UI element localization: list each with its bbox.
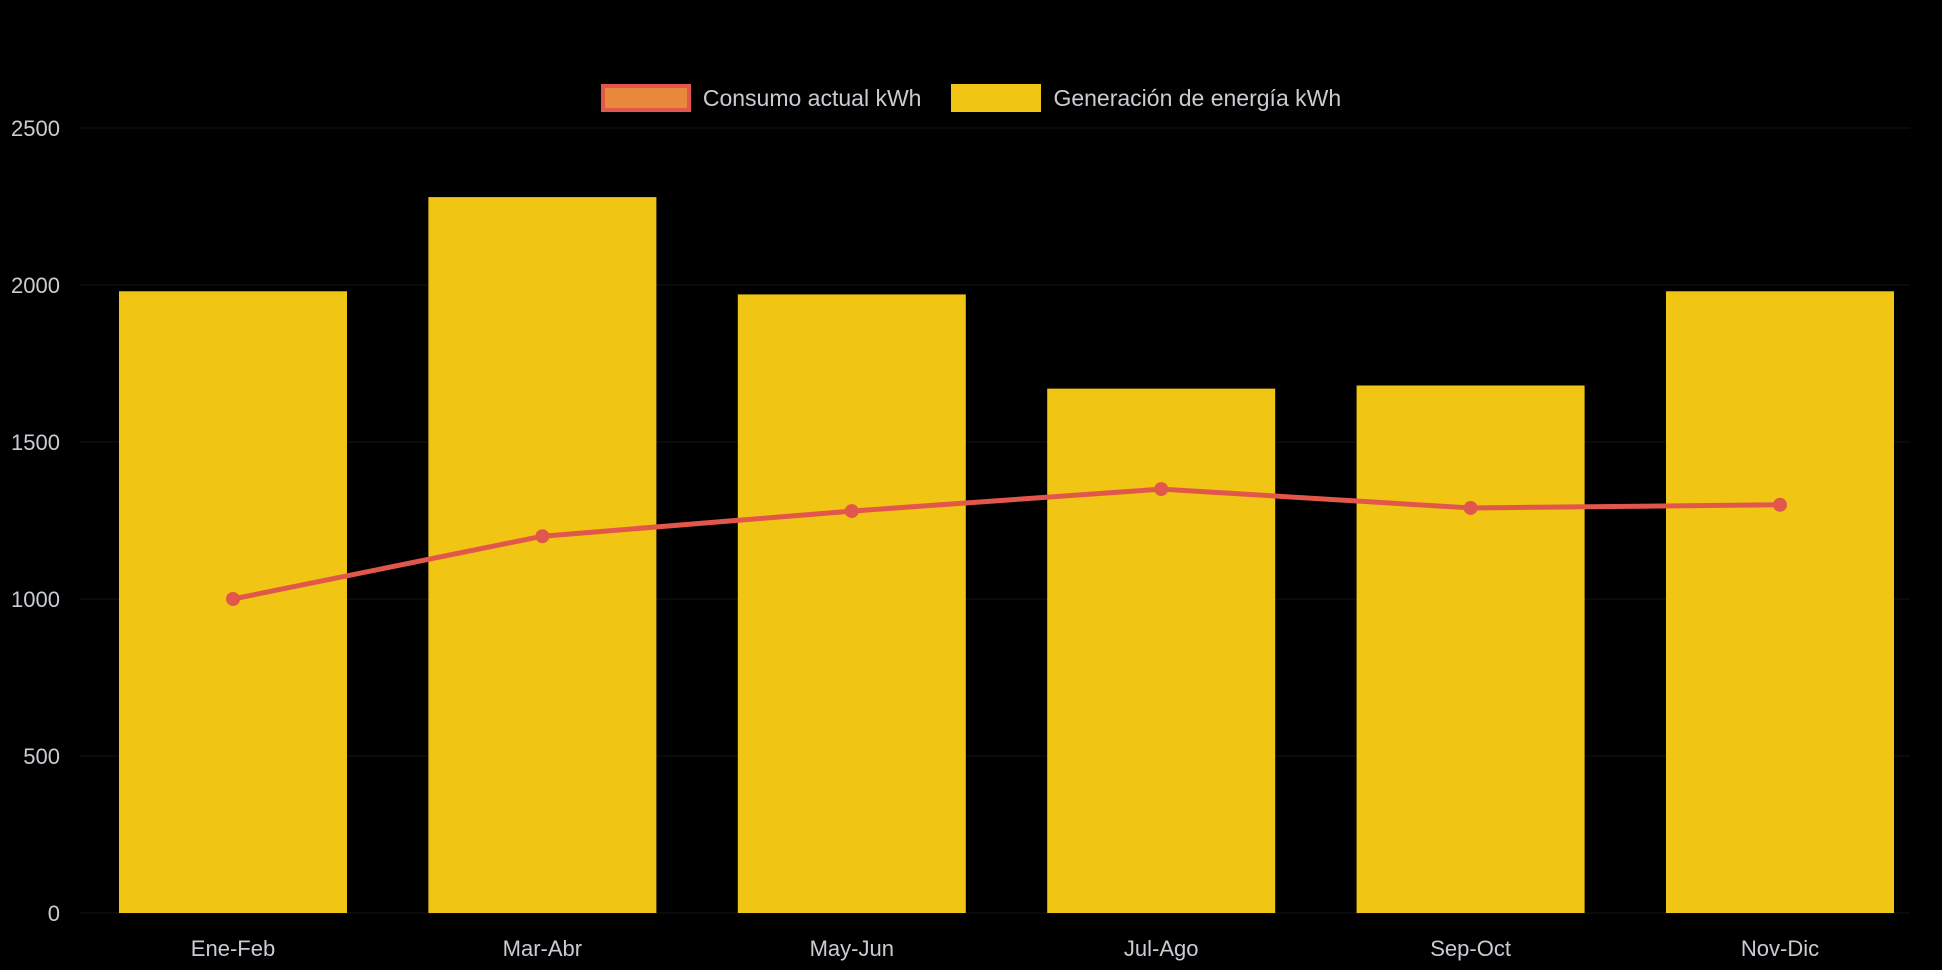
y-tick-label: 500: [23, 744, 60, 769]
legend-swatch: [951, 84, 1042, 112]
x-category-label: Ene-Feb: [191, 936, 275, 961]
bar[interactable]: [428, 197, 657, 913]
legend: Consumo actual kWh Generación de energía …: [0, 84, 1942, 112]
legend-swatch: [600, 84, 691, 112]
line-point[interactable]: [1154, 482, 1169, 497]
line-point[interactable]: [1463, 500, 1478, 515]
legend-label: Generación de energía kWh: [1053, 84, 1342, 111]
y-tick-label: 1500: [11, 430, 60, 455]
x-category-label: Nov-Dic: [1741, 936, 1819, 961]
y-tick-label: 2500: [11, 116, 60, 141]
x-category-label: Sep-Oct: [1430, 936, 1511, 961]
legend-item[interactable]: Generación de energía kWh: [951, 84, 1341, 112]
bar[interactable]: [1666, 291, 1894, 913]
line-point[interactable]: [1773, 497, 1787, 512]
x-category-label: Jul-Ago: [1124, 936, 1199, 961]
y-tick-label: 0: [48, 901, 60, 926]
legend-label: Consumo actual kWh: [702, 84, 922, 111]
consumption-line: [230, 486, 1783, 602]
line-point[interactable]: [844, 504, 859, 519]
legend-item[interactable]: Consumo actual kWh: [600, 84, 922, 112]
bar[interactable]: [1047, 388, 1276, 913]
bar[interactable]: [1356, 385, 1585, 914]
x-category-label: May-Jun: [810, 936, 894, 961]
y-tick-label: 1000: [11, 587, 60, 612]
y-tick-label: 2000: [11, 273, 60, 298]
line-point[interactable]: [226, 592, 240, 606]
line-point[interactable]: [535, 529, 550, 544]
bar[interactable]: [737, 294, 966, 913]
x-category-label: Mar-Abr: [503, 936, 582, 961]
